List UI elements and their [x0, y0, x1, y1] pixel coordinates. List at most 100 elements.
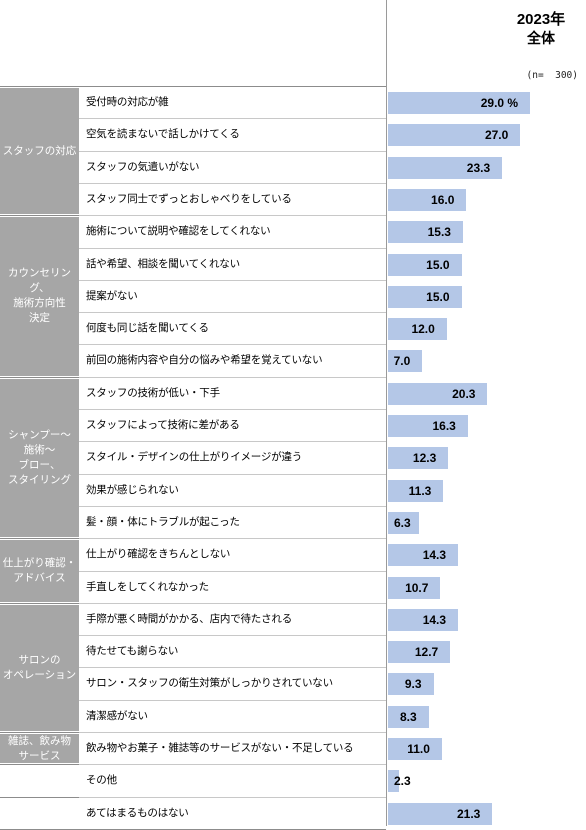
value-label: 14.3 — [422, 548, 447, 563]
row-separator — [79, 667, 386, 669]
row-separator — [79, 473, 386, 475]
value-label: 9.3 — [404, 677, 422, 692]
category-label: 待たせても謝らない — [86, 645, 179, 658]
value-label: 7.0 — [393, 354, 411, 369]
row-separator — [79, 312, 386, 314]
category-label: 手直しをしてくれなかった — [86, 580, 209, 593]
bar — [388, 673, 434, 696]
chart-total-header: 全体 — [527, 31, 555, 47]
category-label: 受付時の対応が雑 — [86, 96, 169, 108]
bar — [388, 382, 488, 405]
row-separator — [79, 796, 386, 798]
bar — [388, 188, 467, 211]
category-label: その他 — [86, 774, 117, 787]
bar — [388, 705, 429, 728]
axis-line — [386, 0, 387, 826]
row-separator — [79, 602, 386, 604]
category-label: 飲み物やお菓子・雑誌等のサービスがない・不足している — [86, 742, 354, 754]
value-label: 27.0 — [484, 128, 509, 143]
row-separator — [79, 635, 386, 637]
row-separator — [79, 344, 386, 346]
bar — [388, 802, 493, 825]
category-label: 効果が感じられない — [86, 483, 179, 496]
category-label: 施術について説明や確認をしてくれない — [86, 225, 271, 238]
value-label: 12.7 — [414, 645, 439, 660]
category-label: 手際が悪く時間がかかる、店内で待たされる — [86, 612, 292, 625]
group-label-text: 雑誌、飲み物 サービス — [8, 734, 71, 762]
category-label: 髪・顔・体にトラブルが起こった — [86, 515, 240, 528]
group-label-text: 仕上がり確認・ アドバイス — [2, 556, 77, 584]
row-separator — [79, 247, 386, 249]
value-label: 20.3 — [452, 386, 476, 401]
bar — [388, 738, 442, 760]
bar — [388, 608, 459, 631]
bar — [388, 350, 423, 373]
row-separator — [79, 279, 386, 281]
group-label: カウンセリング、 施術方向性 決定 — [0, 217, 79, 376]
row-separator — [79, 409, 386, 410]
category-label: 何度も同じ話を聞いてくる — [86, 322, 209, 335]
category-label: サロン・スタッフの衛生対策がしっかりされていない — [86, 677, 333, 690]
group-label: スタッフの対応 — [0, 88, 79, 215]
category-label: 話や希望、相談を聞いてくれない — [86, 257, 240, 270]
value-label: 16.0 — [431, 192, 455, 207]
value-label: 2.3 — [394, 774, 411, 789]
row-separator — [79, 376, 386, 378]
bar — [388, 576, 441, 599]
bar — [388, 318, 447, 341]
value-label: 16.3 — [432, 419, 456, 433]
group-label-text: サロンの オペレーション — [2, 653, 77, 681]
value-label: 15.3 — [427, 225, 451, 240]
category-label: スタッフの気遣いがない — [86, 160, 200, 173]
row-separator — [79, 505, 386, 507]
bar — [388, 447, 449, 470]
row-separator — [79, 182, 386, 184]
bar — [388, 156, 503, 179]
row-separator — [79, 118, 386, 120]
value-label: 6.3 — [394, 515, 411, 530]
value-label: 15.0 — [426, 289, 450, 304]
value-label: 11.3 — [408, 483, 432, 498]
row-separator — [79, 764, 386, 766]
row-separator — [79, 699, 386, 701]
row-separator — [79, 215, 386, 217]
row-separator — [79, 570, 386, 572]
row-separator — [79, 732, 386, 733]
bar — [388, 253, 462, 276]
category-label: 提案がない — [86, 289, 138, 302]
bar — [388, 479, 444, 502]
value-label: 29.0 % — [480, 96, 519, 110]
category-label: 前回の施術内容や自分の悩みや希望を覚えていない — [86, 354, 323, 367]
category-label: 仕上がり確認をきちんとしない — [86, 548, 231, 561]
group-label-text: シャンプー～ 施術～ ブロー、 スタイリング — [8, 428, 71, 486]
row-separator — [79, 538, 386, 540]
value-label: 10.7 — [405, 580, 429, 595]
value-label: 8.3 — [399, 709, 417, 724]
group-label: 仕上がり確認・ アドバイス — [0, 540, 79, 602]
category-label: 空気を読まないで話しかけてくる — [86, 128, 240, 141]
category-label: スタッフによって技術に差がある — [86, 419, 240, 431]
chart-year-header: 2023年 — [516, 11, 566, 28]
group-label: サロンの オペレーション — [0, 604, 79, 731]
value-label: 12.3 — [412, 451, 437, 466]
bar — [388, 124, 521, 147]
group-label-text: カウンセリング、 施術方向性 決定 — [8, 267, 71, 325]
group-label: 雑誌、飲み物 サービス — [0, 734, 79, 764]
row-separator — [79, 441, 386, 443]
bar — [388, 544, 459, 567]
category-label: スタッフ同士でずっとおしゃべりをしている — [86, 192, 292, 205]
value-label: 15.0 — [426, 257, 450, 272]
sample-size-label: (n= 300) — [526, 70, 578, 81]
bar — [388, 92, 531, 114]
bar — [388, 511, 419, 534]
value-label: 12.0 — [411, 322, 435, 337]
row-separator — [79, 150, 386, 152]
category-label: 清潔感がない — [86, 709, 148, 722]
value-label: 11.0 — [407, 742, 430, 756]
bar — [388, 770, 400, 793]
bar — [388, 285, 462, 308]
group-label-text: スタッフの対応 — [2, 144, 77, 157]
group-separator — [0, 86, 386, 87]
value-label: 14.3 — [422, 612, 447, 627]
